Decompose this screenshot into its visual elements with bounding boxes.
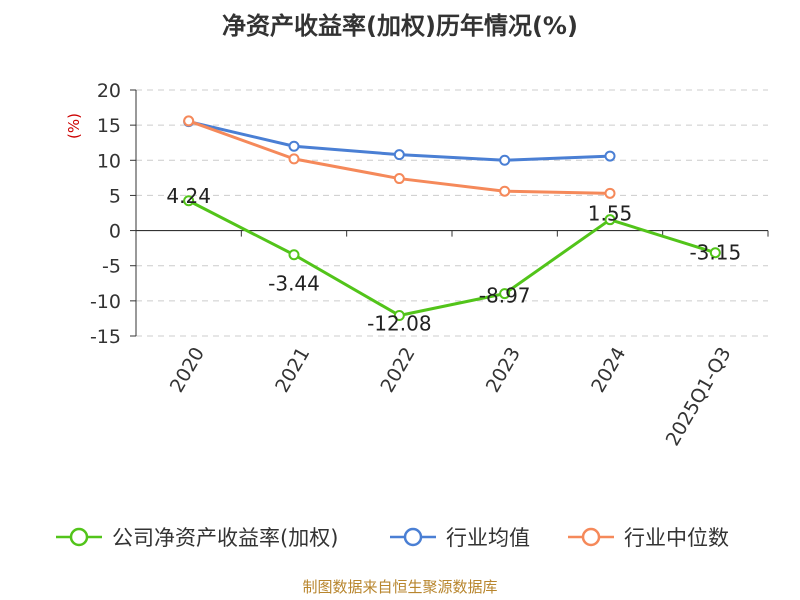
- series-point-0: [183, 195, 195, 207]
- y-tick-label: -10: [90, 291, 121, 313]
- legend-item-label: 公司净资产收益率(加权): [112, 526, 338, 550]
- x-tick-label: 2024: [587, 344, 630, 397]
- legend-item-label: 行业均值: [446, 526, 530, 550]
- data-label: -3.15: [689, 241, 741, 265]
- y-tick-label: -15: [90, 326, 121, 348]
- series-point-2: [183, 115, 195, 127]
- series-line-0: [187, 199, 716, 317]
- series-point-1: [604, 150, 616, 162]
- series-point-2: [393, 173, 405, 185]
- series-point-2: [604, 187, 616, 199]
- series-point-1: [499, 154, 511, 166]
- series-point-2: [499, 185, 511, 197]
- data-label: 1.55: [588, 202, 633, 226]
- series-point-2: [288, 153, 300, 165]
- legend-marker: [403, 527, 423, 547]
- y-axis-unit-label: (%): [65, 113, 83, 139]
- x-tick-label: 2023: [482, 344, 525, 397]
- x-tick-label: 2021: [271, 344, 314, 397]
- x-tick-label: 2022: [376, 344, 419, 397]
- series-point-0: [604, 214, 616, 226]
- series-point-1: [393, 149, 405, 161]
- source-note: 制图数据来自恒生聚源数据库: [302, 578, 497, 596]
- legend-marker: [69, 527, 89, 547]
- legend: 公司净资产收益率(加权) 行业均值 行业中位数: [56, 526, 729, 550]
- series-lines: [183, 115, 721, 321]
- data-label: 4.24: [166, 184, 211, 208]
- y-tick-label: 20: [97, 80, 121, 102]
- series-point-0: [499, 288, 511, 300]
- y-tick-label: 10: [97, 150, 121, 172]
- chart-title: 净资产收益率(加权)历年情况(%): [222, 12, 578, 40]
- data-label: -8.97: [479, 284, 531, 308]
- series-point-0: [288, 249, 300, 261]
- series-point-0: [709, 247, 721, 259]
- data-label: -12.08: [367, 311, 431, 335]
- axes: 20 15 10 5 0 -5 -10 -15 2020 2021 2022 2023 2024 2025…: [90, 80, 769, 450]
- y-tick-label: 15: [97, 115, 121, 137]
- y-tick-label: 0: [109, 221, 121, 243]
- y-tick-label: 5: [109, 185, 121, 207]
- y-tick-label: -5: [102, 256, 121, 278]
- data-labels: 4.24 -3.44 -12.08 -8.97 1.55 -3.15: [166, 184, 741, 336]
- x-tick-label: 2020: [166, 344, 209, 397]
- data-label: -3.44: [268, 272, 320, 296]
- legend-marker: [581, 527, 601, 547]
- x-tick-label: 2025Q1-Q3: [662, 344, 736, 450]
- grid-lines: [136, 89, 768, 337]
- series-point-0: [393, 309, 405, 321]
- legend-item-label: 行业中位数: [624, 526, 729, 550]
- series-point-1: [288, 140, 300, 152]
